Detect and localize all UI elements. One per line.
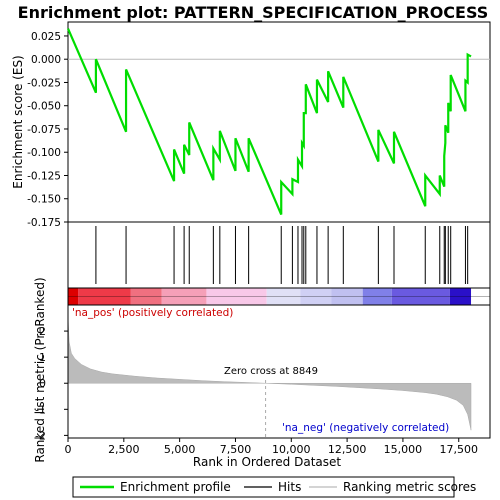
rank-heatmap-bar <box>68 288 490 305</box>
x-axis-label: Rank in Ordered Dataset <box>193 455 341 469</box>
x-tick-label: 0 <box>65 443 72 456</box>
es-y-tick-label: -0.050 <box>27 101 61 113</box>
x-tick-label: 15,000 <box>384 443 423 456</box>
legend-hits-label: Hits <box>278 480 301 494</box>
zero-cross-label: Zero cross at 8849 <box>224 366 318 377</box>
es-y-tick-label: -0.150 <box>27 194 61 206</box>
legend-enrichment-label: Enrichment profile <box>120 480 231 494</box>
es-y-axis-label: Enrichment score (ES) <box>11 55 25 188</box>
x-tick-label: 17,500 <box>439 443 478 456</box>
es-y-tick-label: -0.075 <box>27 124 61 136</box>
legend-metric-label: Ranking metric scores <box>343 480 476 494</box>
es-y-tick-label: 0.025 <box>31 31 61 43</box>
es-y-tick-label: -0.025 <box>27 77 61 89</box>
legend: Enrichment profile Hits Ranking metric s… <box>73 477 476 497</box>
positive-correlation-label: 'na_pos' (positively correlated) <box>72 307 233 319</box>
metric-y-axis-label: Ranked list metric (PreRanked) <box>33 277 47 462</box>
es-y-tick-label: 0.000 <box>31 54 61 66</box>
es-y-tick-label: -0.100 <box>27 147 61 159</box>
negative-correlation-label: 'na_neg' (negatively correlated) <box>282 422 449 434</box>
x-tick-label: 5,000 <box>164 443 196 456</box>
es-y-tick-label: -0.125 <box>27 170 61 182</box>
x-tick-label: 2,500 <box>108 443 140 456</box>
chart-title: Enrichment plot: PATTERN_SPECIFICATION_P… <box>18 3 489 22</box>
es-y-tick-label: -0.175 <box>27 217 61 229</box>
